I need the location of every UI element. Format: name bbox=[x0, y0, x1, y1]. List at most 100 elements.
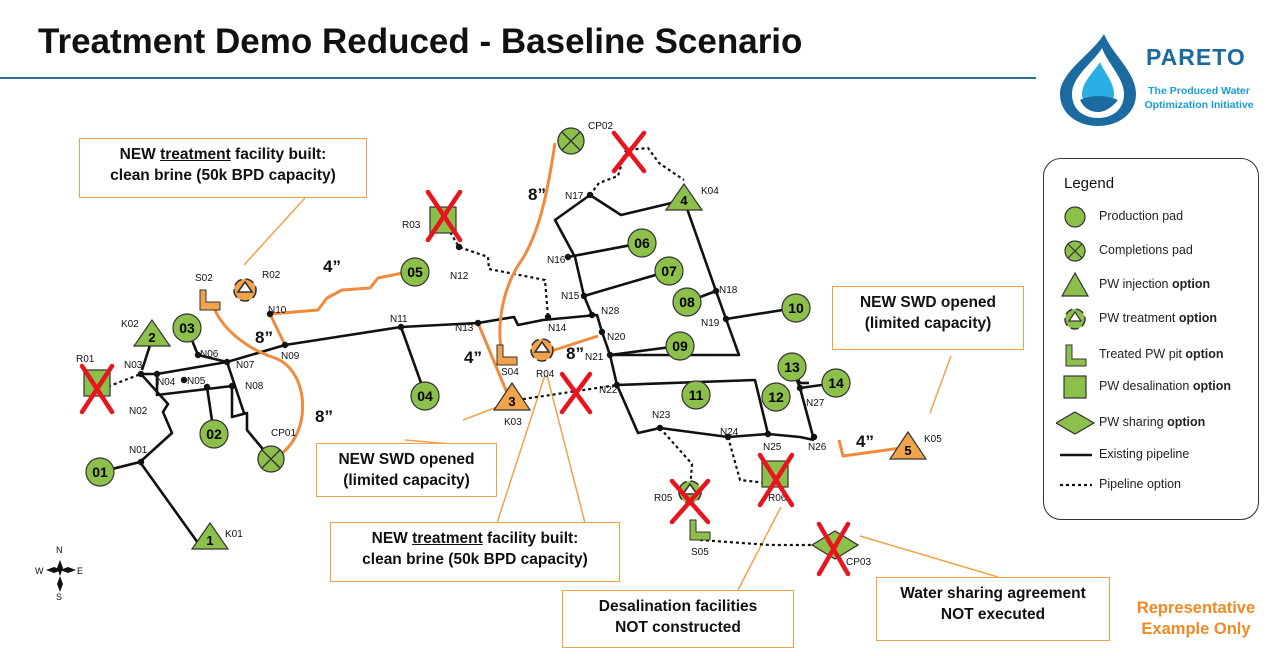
svg-text:13: 13 bbox=[784, 359, 800, 375]
junction-label: N27 bbox=[806, 398, 825, 409]
svg-text:02: 02 bbox=[206, 426, 222, 442]
junction-label: N18 bbox=[719, 285, 738, 296]
svg-text:03: 03 bbox=[179, 320, 195, 336]
not-built-x-icon bbox=[559, 371, 593, 415]
svg-text:1: 1 bbox=[206, 533, 213, 548]
pipe-size-label: 8” bbox=[566, 344, 584, 363]
sharing-diamond-icon bbox=[1056, 411, 1096, 435]
pipe-size-label: 8” bbox=[255, 328, 273, 347]
recycle-icon bbox=[530, 338, 554, 362]
pareto-logo bbox=[1060, 34, 1136, 126]
production-pad: 01 bbox=[85, 457, 115, 487]
production-pad: 11 bbox=[681, 380, 711, 410]
svg-text:W: W bbox=[35, 566, 44, 576]
junction-label: N21 bbox=[585, 352, 604, 363]
svg-text:08: 08 bbox=[679, 294, 695, 310]
junction-label: N26 bbox=[808, 442, 827, 453]
svg-text:01: 01 bbox=[92, 464, 108, 480]
svg-text:3: 3 bbox=[508, 394, 515, 409]
completions-label: CP01 bbox=[271, 428, 296, 439]
completions-pad-icon bbox=[1064, 240, 1086, 262]
injection-label: K02 bbox=[121, 319, 139, 330]
injection-label: K04 bbox=[701, 186, 719, 197]
injection-triangle-icon bbox=[664, 182, 704, 211]
legend-label: Pipeline option bbox=[1099, 477, 1182, 491]
injection-triangle-icon bbox=[190, 521, 230, 550]
legend-item: Existing pipeline bbox=[1056, 441, 1256, 469]
injection-labels: K01 K02 K03 K04 K05 bbox=[121, 186, 942, 540]
production-pad: 04 bbox=[410, 381, 440, 411]
production-pad: 08 bbox=[672, 287, 702, 317]
pipe-size-label: 4” bbox=[856, 432, 874, 451]
junction-label: N07 bbox=[236, 360, 255, 371]
legend-item: Treated PW pit option bbox=[1056, 341, 1256, 369]
production-pad: 14 bbox=[821, 368, 851, 398]
logo-tagline: The Produced Water Optimization Initiati… bbox=[1144, 85, 1254, 111]
production-pads: 01 02 03 04 05 06 07 08 09 10 11 12 13 1… bbox=[85, 228, 851, 487]
production-pad: 02 bbox=[199, 419, 229, 449]
legend-label: Completions pad bbox=[1099, 243, 1193, 257]
production-pad: 09 bbox=[665, 331, 695, 361]
legend-label: PW treatment option bbox=[1099, 311, 1218, 325]
legend-item: PW sharing option bbox=[1056, 409, 1256, 437]
pit-icon bbox=[689, 519, 711, 541]
production-pad: 10 bbox=[781, 293, 811, 323]
not-built-x-icon bbox=[79, 363, 115, 415]
completions-pad-icon bbox=[557, 127, 585, 155]
desalination-label: R06 bbox=[768, 493, 787, 504]
junction-dots bbox=[137, 191, 818, 466]
junction-label: N28 bbox=[601, 306, 620, 317]
pipe-size-label: 8” bbox=[315, 407, 333, 426]
production-pad: 13 bbox=[777, 352, 807, 382]
injection-label: K03 bbox=[504, 417, 522, 428]
junction-label: N12 bbox=[450, 271, 469, 282]
junction-label: N01 bbox=[129, 445, 148, 456]
legend-item: PW treatment option bbox=[1056, 305, 1256, 333]
junction-label: N05 bbox=[187, 376, 206, 387]
svg-text:04: 04 bbox=[417, 388, 433, 404]
svg-text:05: 05 bbox=[407, 264, 423, 280]
treatment-label: R05 bbox=[654, 493, 673, 504]
legend-item: PW desalination option bbox=[1056, 373, 1256, 401]
not-built-marks bbox=[79, 130, 851, 577]
legend-label: PW injection option bbox=[1099, 277, 1211, 291]
junction-label: N10 bbox=[268, 305, 287, 316]
injection-label: K01 bbox=[225, 529, 243, 540]
callout-treatment-new: NEW treatment facility built: clean brin… bbox=[79, 138, 367, 198]
svg-text:10: 10 bbox=[788, 300, 804, 316]
svg-text:14: 14 bbox=[828, 375, 844, 391]
legend-label: PW sharing option bbox=[1099, 415, 1206, 429]
svg-text:2: 2 bbox=[148, 330, 155, 345]
legend: Legend Production pad Completions pad PW… bbox=[1043, 158, 1259, 520]
svg-text:E: E bbox=[77, 566, 83, 576]
pipe-size-label: 4” bbox=[323, 257, 341, 276]
svg-text:4: 4 bbox=[680, 193, 688, 208]
pipe-size-label: 8” bbox=[528, 185, 546, 204]
pipe-size-label: 4” bbox=[464, 348, 482, 367]
junction-label: N13 bbox=[455, 323, 474, 334]
logo-name: PARETO bbox=[1146, 44, 1246, 70]
callout-swd-new: NEW SWD opened (limited capacity) bbox=[316, 443, 497, 497]
injection-label: K05 bbox=[924, 434, 942, 445]
callout-water-sharing: Water sharing agreement NOT executed bbox=[876, 577, 1110, 641]
completions-label: CP02 bbox=[588, 121, 613, 132]
svg-text:N: N bbox=[56, 545, 63, 555]
recycle-icon bbox=[1064, 308, 1086, 330]
junction-label: N14 bbox=[548, 323, 567, 334]
treatment-label: R04 bbox=[536, 369, 555, 380]
compass-icon: N S W E bbox=[35, 545, 83, 602]
svg-text:12: 12 bbox=[768, 389, 784, 405]
pit-label: S04 bbox=[501, 367, 519, 378]
not-built-x-icon bbox=[757, 452, 795, 508]
pit-icon bbox=[1065, 344, 1087, 367]
production-pad: 06 bbox=[627, 228, 657, 258]
legend-title: Legend bbox=[1064, 175, 1115, 192]
svg-text:5: 5 bbox=[904, 443, 911, 458]
injection-sites: 1 2 3 4 5 bbox=[132, 182, 928, 550]
svg-text:11: 11 bbox=[689, 387, 704, 403]
junction-label: N06 bbox=[200, 349, 219, 360]
svg-text:06: 06 bbox=[634, 235, 650, 251]
svg-text:S: S bbox=[56, 592, 62, 602]
callout-treatment-new-2: NEW treatment facility built: clean brin… bbox=[330, 522, 620, 582]
